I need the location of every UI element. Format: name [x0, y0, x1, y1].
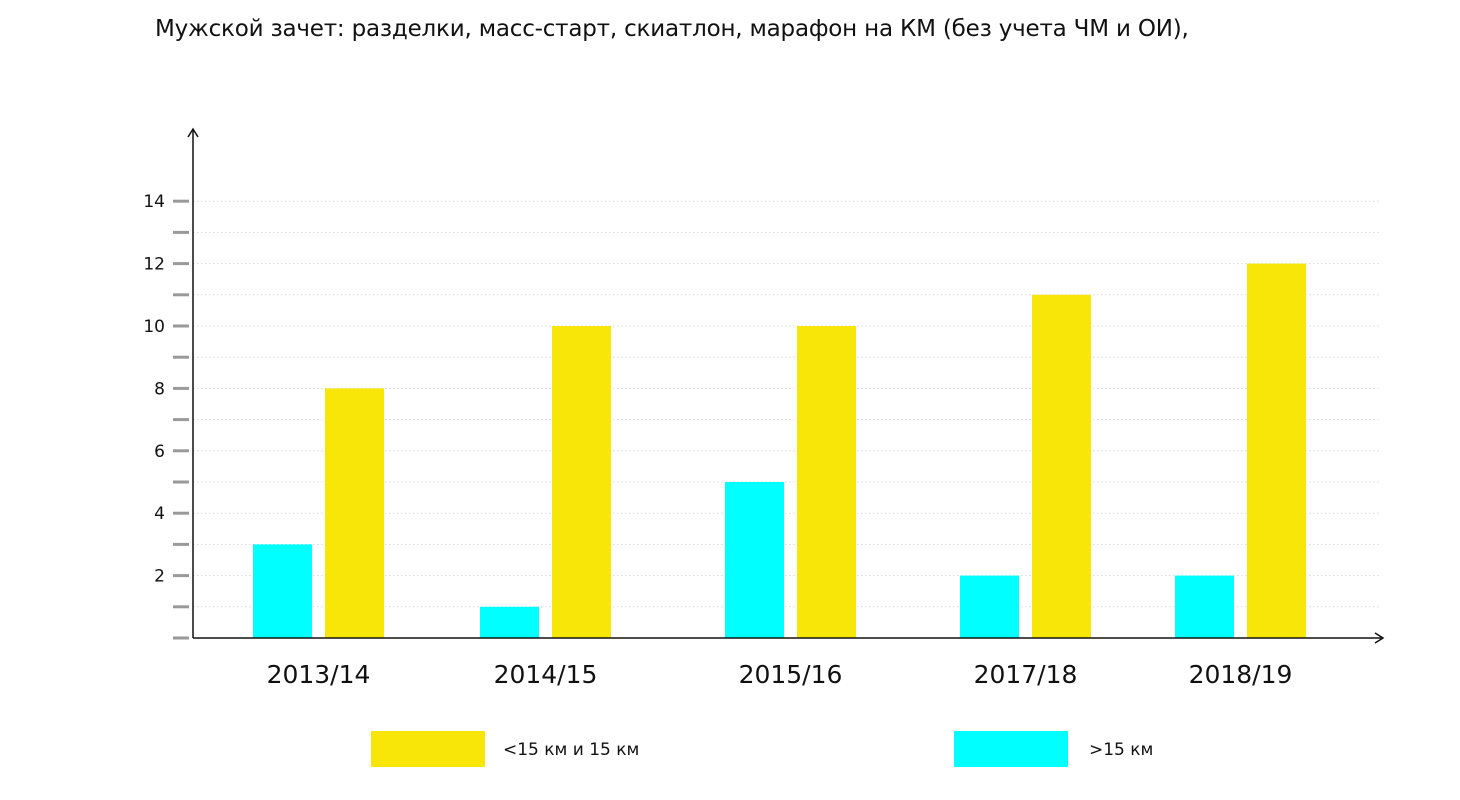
- y-axis-arrow-icon: [187, 127, 199, 138]
- x-tick-label: 2017/18: [974, 660, 1078, 689]
- bar-under-15km: [552, 326, 611, 638]
- bar-over-15km: [1175, 575, 1234, 638]
- y-tick-label: 8: [154, 379, 165, 399]
- y-tick-label: 6: [154, 442, 165, 462]
- bars: [253, 263, 1306, 638]
- bar-over-15km: [725, 482, 784, 638]
- legend-label: >15 км: [1089, 740, 1153, 760]
- x-axis-arrow-icon: [1374, 632, 1385, 644]
- legend: <15 км и 15 км >15 км: [371, 731, 1153, 767]
- x-tick-label: 2015/16: [739, 660, 843, 689]
- bar-over-15km: [480, 606, 539, 638]
- y-tick-label: 10: [143, 317, 165, 337]
- x-tick-label: 2014/15: [494, 660, 598, 689]
- bar-over-15km: [253, 544, 312, 638]
- chart-title: Мужской зачет: разделки, масс-старт, ски…: [155, 16, 1189, 42]
- bar-under-15km: [325, 388, 384, 638]
- bar-over-15km: [960, 575, 1019, 638]
- legend-swatch: [371, 731, 485, 767]
- bar-under-15km: [797, 326, 856, 638]
- legend-swatch: [954, 731, 1068, 767]
- legend-label: <15 км и 15 км: [503, 740, 639, 760]
- x-tick-label: 2013/14: [267, 660, 371, 689]
- axes: [187, 127, 1385, 644]
- y-tick-label: 14: [143, 192, 165, 212]
- y-tick-label: 2: [154, 567, 165, 587]
- y-axis-ticks: 2 4 6 8 10 12 14: [143, 192, 189, 640]
- grid-lines: [193, 200, 1380, 608]
- x-axis-labels: 2013/14 2014/15 2015/16 2017/18 2018/19: [267, 660, 1293, 689]
- x-tick-label: 2018/19: [1189, 660, 1293, 689]
- y-tick-label: 4: [154, 504, 165, 524]
- y-tick-label: 12: [143, 255, 165, 275]
- bar-under-15km: [1247, 263, 1306, 638]
- bar-under-15km: [1032, 294, 1091, 638]
